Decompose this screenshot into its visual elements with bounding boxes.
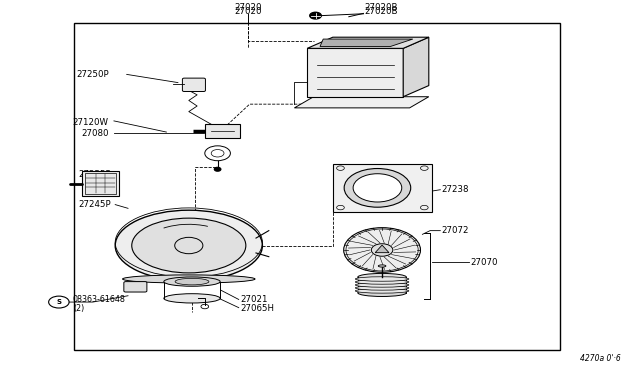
Ellipse shape: [132, 218, 246, 273]
Circle shape: [310, 12, 321, 19]
Ellipse shape: [115, 210, 262, 281]
Ellipse shape: [175, 278, 209, 285]
Circle shape: [344, 228, 420, 272]
Text: 27020: 27020: [235, 3, 262, 12]
Polygon shape: [294, 97, 429, 108]
Text: 27072: 27072: [442, 226, 469, 235]
Polygon shape: [403, 37, 429, 97]
Text: 27255P: 27255P: [78, 170, 111, 179]
Ellipse shape: [355, 280, 409, 284]
Text: 27070: 27070: [470, 258, 498, 267]
Text: 27250P: 27250P: [76, 70, 109, 79]
Text: 27020B: 27020B: [365, 3, 398, 12]
Bar: [333, 164, 432, 212]
Circle shape: [214, 167, 221, 171]
Text: 27245P: 27245P: [78, 200, 111, 209]
Bar: [205, 124, 240, 138]
Text: 4270a 0'·6: 4270a 0'·6: [580, 354, 621, 363]
Ellipse shape: [355, 283, 409, 287]
Bar: [85, 173, 116, 194]
Ellipse shape: [355, 286, 409, 290]
FancyBboxPatch shape: [124, 282, 147, 292]
Polygon shape: [307, 48, 403, 97]
Ellipse shape: [164, 294, 220, 303]
Circle shape: [344, 169, 411, 207]
Text: 27020: 27020: [235, 7, 262, 16]
Polygon shape: [307, 37, 429, 48]
FancyBboxPatch shape: [182, 78, 205, 92]
Text: 27020B: 27020B: [365, 7, 398, 16]
Text: (2): (2): [73, 304, 84, 313]
Ellipse shape: [355, 289, 409, 293]
Ellipse shape: [355, 277, 409, 281]
Ellipse shape: [378, 265, 386, 267]
Text: 27021: 27021: [240, 295, 268, 304]
Bar: [74, 23, 560, 350]
Circle shape: [371, 244, 393, 256]
Polygon shape: [375, 245, 389, 253]
Ellipse shape: [122, 275, 255, 283]
Text: 27080: 27080: [81, 129, 109, 138]
Circle shape: [353, 174, 402, 202]
Text: 27228: 27228: [138, 248, 165, 257]
Polygon shape: [320, 39, 413, 46]
Bar: [82, 171, 119, 196]
Ellipse shape: [164, 277, 220, 286]
Text: 27120W: 27120W: [73, 118, 109, 127]
Text: 27065H: 27065H: [240, 304, 274, 313]
Text: S: S: [56, 299, 61, 305]
Ellipse shape: [358, 273, 406, 281]
Text: 08363-61648: 08363-61648: [73, 295, 126, 304]
Text: 27238: 27238: [442, 185, 469, 194]
Ellipse shape: [358, 289, 406, 296]
